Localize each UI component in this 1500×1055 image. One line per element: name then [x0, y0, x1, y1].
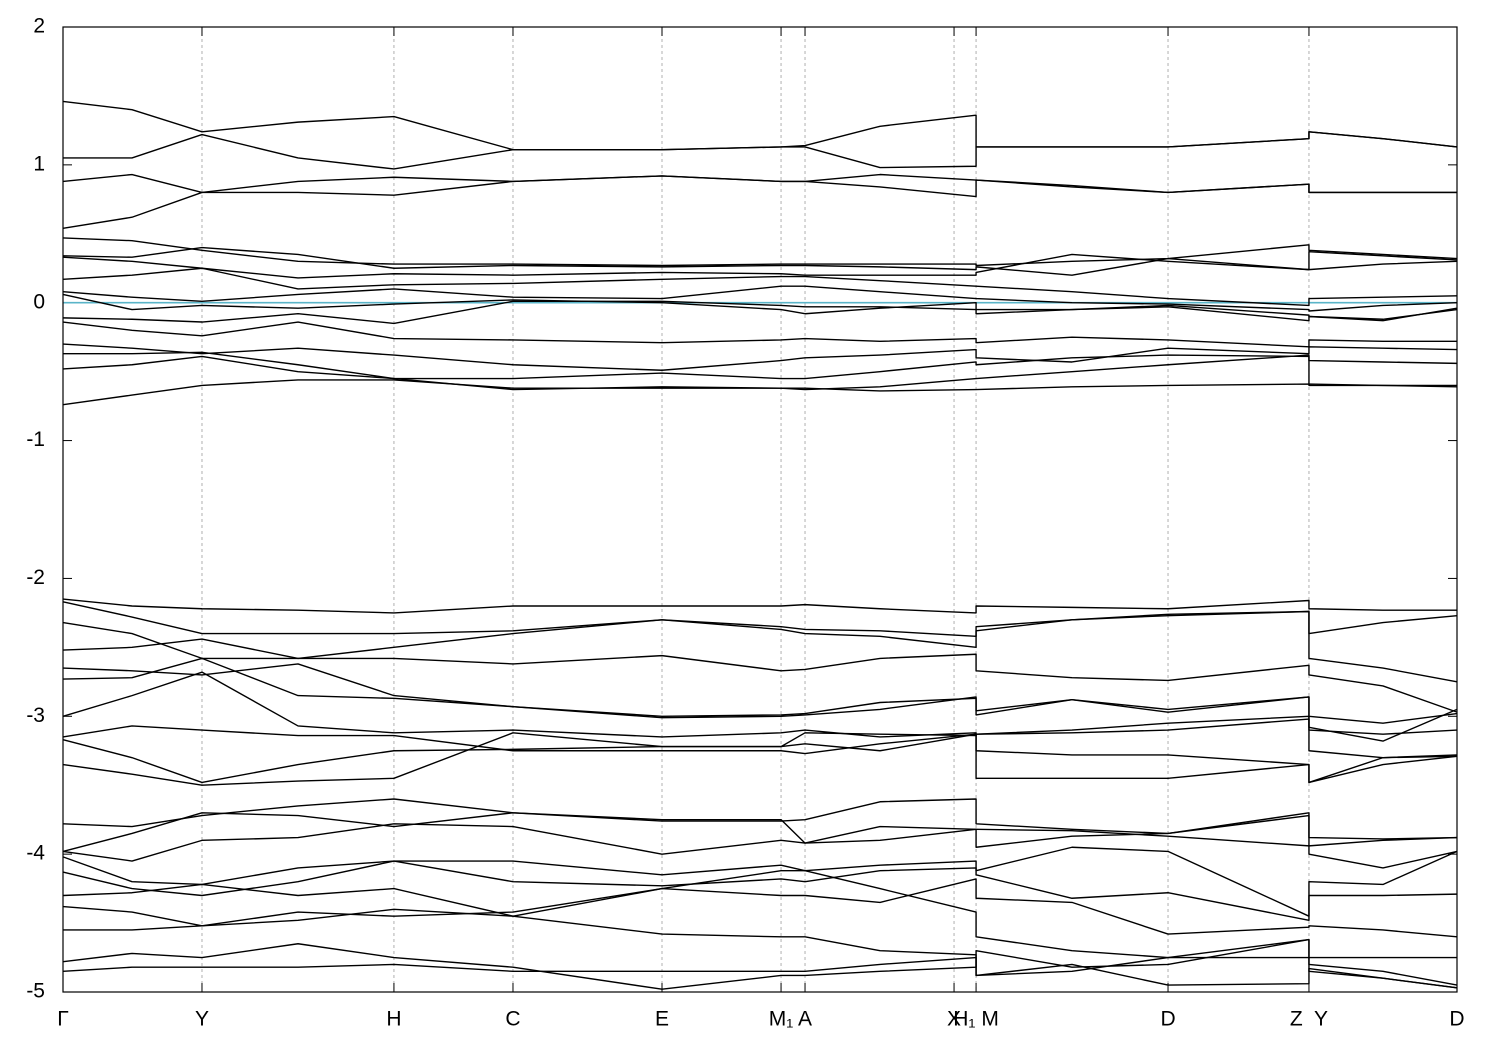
x-tick-label: Y	[195, 1008, 209, 1031]
x-tick-label: H₁ M	[953, 1008, 999, 1031]
band-line	[62, 610, 1458, 683]
x-tick-label: C	[505, 1008, 520, 1031]
band-line	[62, 657, 1458, 742]
x-tick-label: E	[655, 1008, 669, 1031]
band-line	[62, 598, 1457, 614]
band-line	[62, 354, 1457, 391]
band-line	[62, 860, 1458, 922]
band-line	[62, 938, 1458, 990]
band-line	[62, 812, 1458, 869]
band-line	[62, 293, 1458, 322]
band-line	[62, 956, 1458, 986]
band-line	[63, 908, 1458, 989]
band-line	[63, 131, 1458, 170]
x-tick-label: D	[1160, 1008, 1175, 1031]
y-tick-label: -3	[26, 704, 45, 727]
x-tick-label: H	[386, 1008, 401, 1031]
y-tick-label: -5	[26, 980, 45, 1003]
x-tick-label: Z Y	[1290, 1008, 1328, 1031]
band-line	[62, 251, 1458, 279]
band-line	[62, 246, 1458, 276]
band-line	[62, 237, 1458, 267]
y-tick-label: 0	[33, 290, 45, 313]
band-line	[62, 812, 1458, 853]
x-tick-label: X	[947, 1008, 961, 1031]
x-tick-label: A	[798, 1008, 812, 1031]
band-line	[62, 300, 1458, 325]
band-line	[62, 175, 1457, 229]
y-tick-label: -4	[26, 842, 45, 865]
band-line	[62, 267, 1458, 307]
band-line	[62, 343, 1458, 371]
band-line	[62, 285, 1458, 312]
band-line	[62, 379, 1458, 406]
y-tick-label: 1	[33, 152, 45, 175]
band-line	[62, 718, 1458, 786]
band-line	[62, 733, 1458, 784]
band-line	[62, 878, 1458, 938]
band-line	[62, 638, 1458, 713]
band-line	[62, 321, 1457, 348]
x-tick-label: M₁	[769, 1008, 794, 1031]
y-tick-label: 2	[33, 15, 45, 38]
y-tick-label: -2	[26, 566, 45, 589]
x-tick-label: D	[1449, 1008, 1464, 1031]
plot-frame	[62, 26, 1458, 993]
x-tick-label: Γ	[57, 1008, 69, 1031]
y-tick-label: -1	[26, 428, 45, 451]
